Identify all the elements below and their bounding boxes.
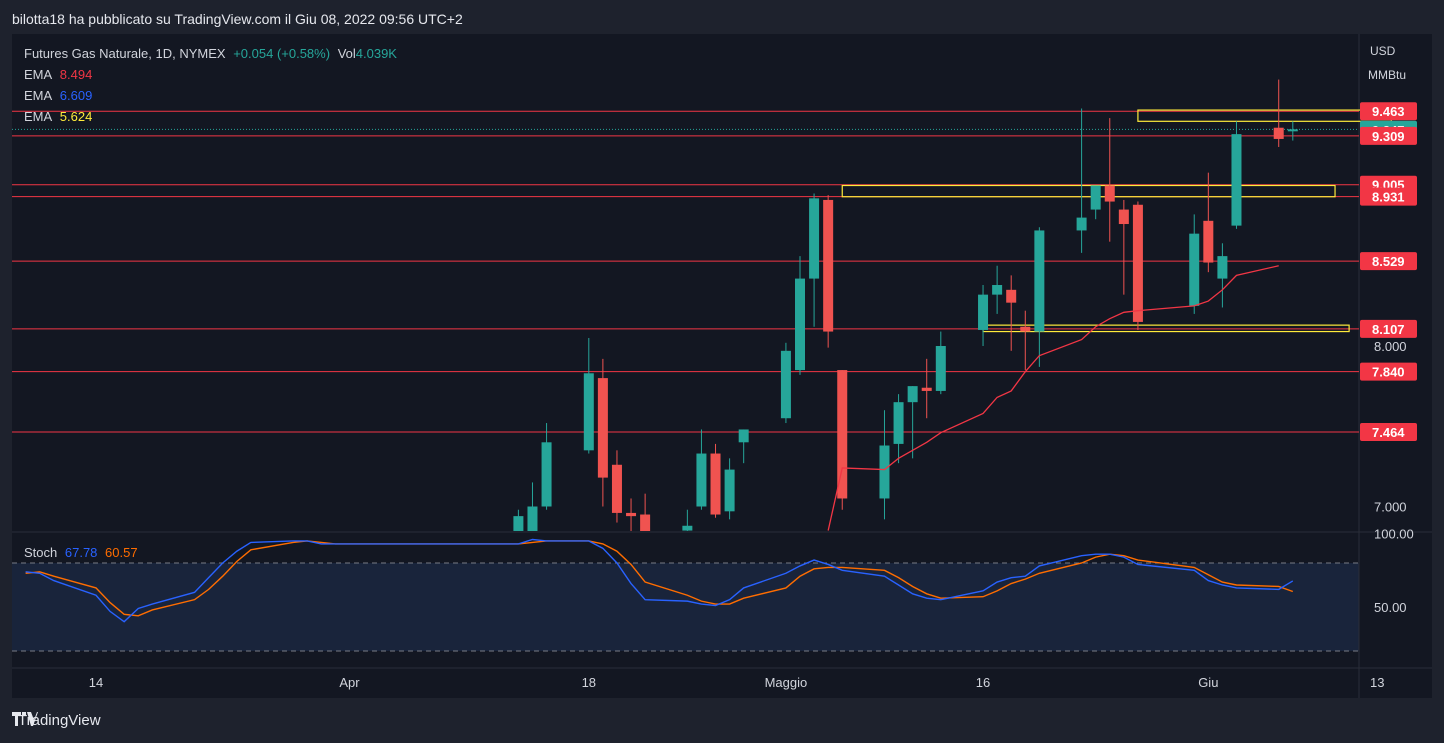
candle-bullish [1076, 217, 1087, 231]
price-pane [12, 34, 1359, 531]
publisher-line: bilotta18 ha pubblicato su TradingView.c… [12, 11, 463, 27]
candle-bullish [513, 516, 524, 531]
candle-bullish [893, 402, 904, 444]
stoch-d-value: 60.57 [105, 545, 138, 560]
candle-bullish [879, 445, 890, 499]
ema-value: 6.609 [59, 88, 93, 103]
stoch-band [12, 562, 1359, 652]
price-tag [1360, 126, 1417, 145]
ema-label: EMA [24, 109, 53, 124]
candle-bullish [541, 442, 552, 507]
stoch-label: Stoch [24, 545, 58, 560]
tradingview-brand: TradingView [18, 712, 101, 729]
stoch-k-value: 67.78 [64, 545, 98, 560]
candle-bullish [907, 386, 918, 403]
stoch-tick-label: 50.00 [1374, 600, 1407, 615]
candle-bullish [1231, 134, 1242, 226]
price-tag [1360, 319, 1417, 338]
candle-bearish [823, 199, 834, 332]
time-tick-label: Maggio [765, 675, 808, 690]
volume-label: Vol [337, 46, 356, 61]
candle-bearish [710, 453, 721, 515]
price-tag [1360, 102, 1417, 121]
price-tag [1360, 423, 1417, 442]
candle-bullish [696, 453, 707, 507]
price-tag [1360, 187, 1417, 206]
price-tag-label: 8.931 [1372, 190, 1405, 205]
ema-legend-2[interactable]: EMA 6.609 [24, 88, 96, 103]
volume-value: 4.039K [355, 46, 397, 61]
ema-label: EMA [24, 88, 53, 103]
candle-bullish [1287, 129, 1298, 132]
price-tick-label: 8.000 [1374, 339, 1407, 354]
stoch-legend[interactable]: Stoch 67.78 60.57 [24, 545, 142, 560]
candle-bullish [1034, 230, 1045, 332]
stoch-k-line [25, 538, 1294, 623]
price-tag-label: 7.840 [1372, 365, 1405, 380]
candle-bearish [1104, 185, 1115, 202]
price-tag [1360, 252, 1417, 271]
stoch-d-line [25, 540, 1294, 617]
time-tick-label: 16 [976, 675, 990, 690]
candle-bullish [935, 346, 946, 391]
candle-bullish [992, 285, 1003, 295]
time-tick-label: Apr [339, 675, 360, 690]
candle-bullish [1217, 256, 1228, 279]
candle-bearish [1118, 209, 1129, 225]
time-tick-label: 18 [582, 675, 596, 690]
candle-bullish [682, 525, 693, 531]
zone-box [841, 184, 1336, 198]
candle-bullish [738, 429, 749, 443]
candle-bullish [1189, 233, 1200, 306]
tradingview-footer[interactable]: TradingView [12, 712, 101, 729]
symbol-legend: Futures Gas Naturale, 1D, NYMEX +0.054 (… [24, 46, 401, 61]
candle-bearish [611, 464, 622, 513]
candle-bullish [795, 278, 805, 371]
ema-value: 8.494 [59, 67, 93, 82]
time-tick-label: 14 [89, 675, 103, 690]
price-tag-label: 7.464 [1372, 425, 1405, 440]
candle-bearish [1006, 289, 1017, 303]
candle-bearish [1203, 220, 1214, 263]
candle-bearish [921, 387, 932, 391]
symbol-name: Futures Gas Naturale, 1D, NYMEX [24, 46, 226, 61]
candle-bearish [1020, 326, 1031, 332]
price-tag [1360, 362, 1417, 381]
symbol-change: +0.054 (+0.58%) [233, 46, 331, 61]
candle-bullish [978, 294, 989, 330]
candle-bullish [1090, 185, 1101, 210]
price-unit: USD [1370, 44, 1396, 58]
candle-bearish [626, 512, 637, 517]
candle-bullish [583, 373, 594, 451]
ema-value: 5.624 [59, 109, 93, 124]
stoch-tick-label: 100.00 [1374, 527, 1414, 542]
candle-bearish [1273, 127, 1284, 139]
candle-bullish [724, 469, 735, 512]
price-tag-label: 9.309 [1372, 129, 1405, 144]
ema-legend-3[interactable]: EMA 5.624 [24, 109, 96, 124]
time-tick-label: Giu [1198, 675, 1218, 690]
candle-bullish [809, 198, 820, 279]
candle-bullish [780, 350, 791, 419]
time-tick-label: 13 [1370, 675, 1384, 690]
chart-svg[interactable]: USDMMBtu8.0007.0009.4639.3479.3099.0058.… [12, 34, 1432, 698]
price-tag-label: 9.463 [1372, 104, 1405, 119]
candle-bullish [527, 506, 538, 531]
price-tag-label: 8.529 [1372, 254, 1405, 269]
candle-bearish [837, 370, 848, 499]
price-unit-2: MMBtu [1368, 68, 1406, 82]
candle-bearish [1132, 204, 1143, 322]
price-tick-label: 7.000 [1374, 500, 1407, 515]
ema-legend-1[interactable]: EMA 8.494 [24, 67, 96, 82]
ema-label: EMA [24, 67, 53, 82]
price-tag-label: 8.107 [1372, 322, 1405, 337]
candle-bearish [640, 514, 651, 531]
chart-area[interactable]: USDMMBtu8.0007.0009.4639.3479.3099.0058.… [12, 34, 1432, 698]
ema-fast-line [827, 265, 1279, 531]
candles [513, 79, 1298, 531]
candle-bearish [597, 378, 608, 478]
